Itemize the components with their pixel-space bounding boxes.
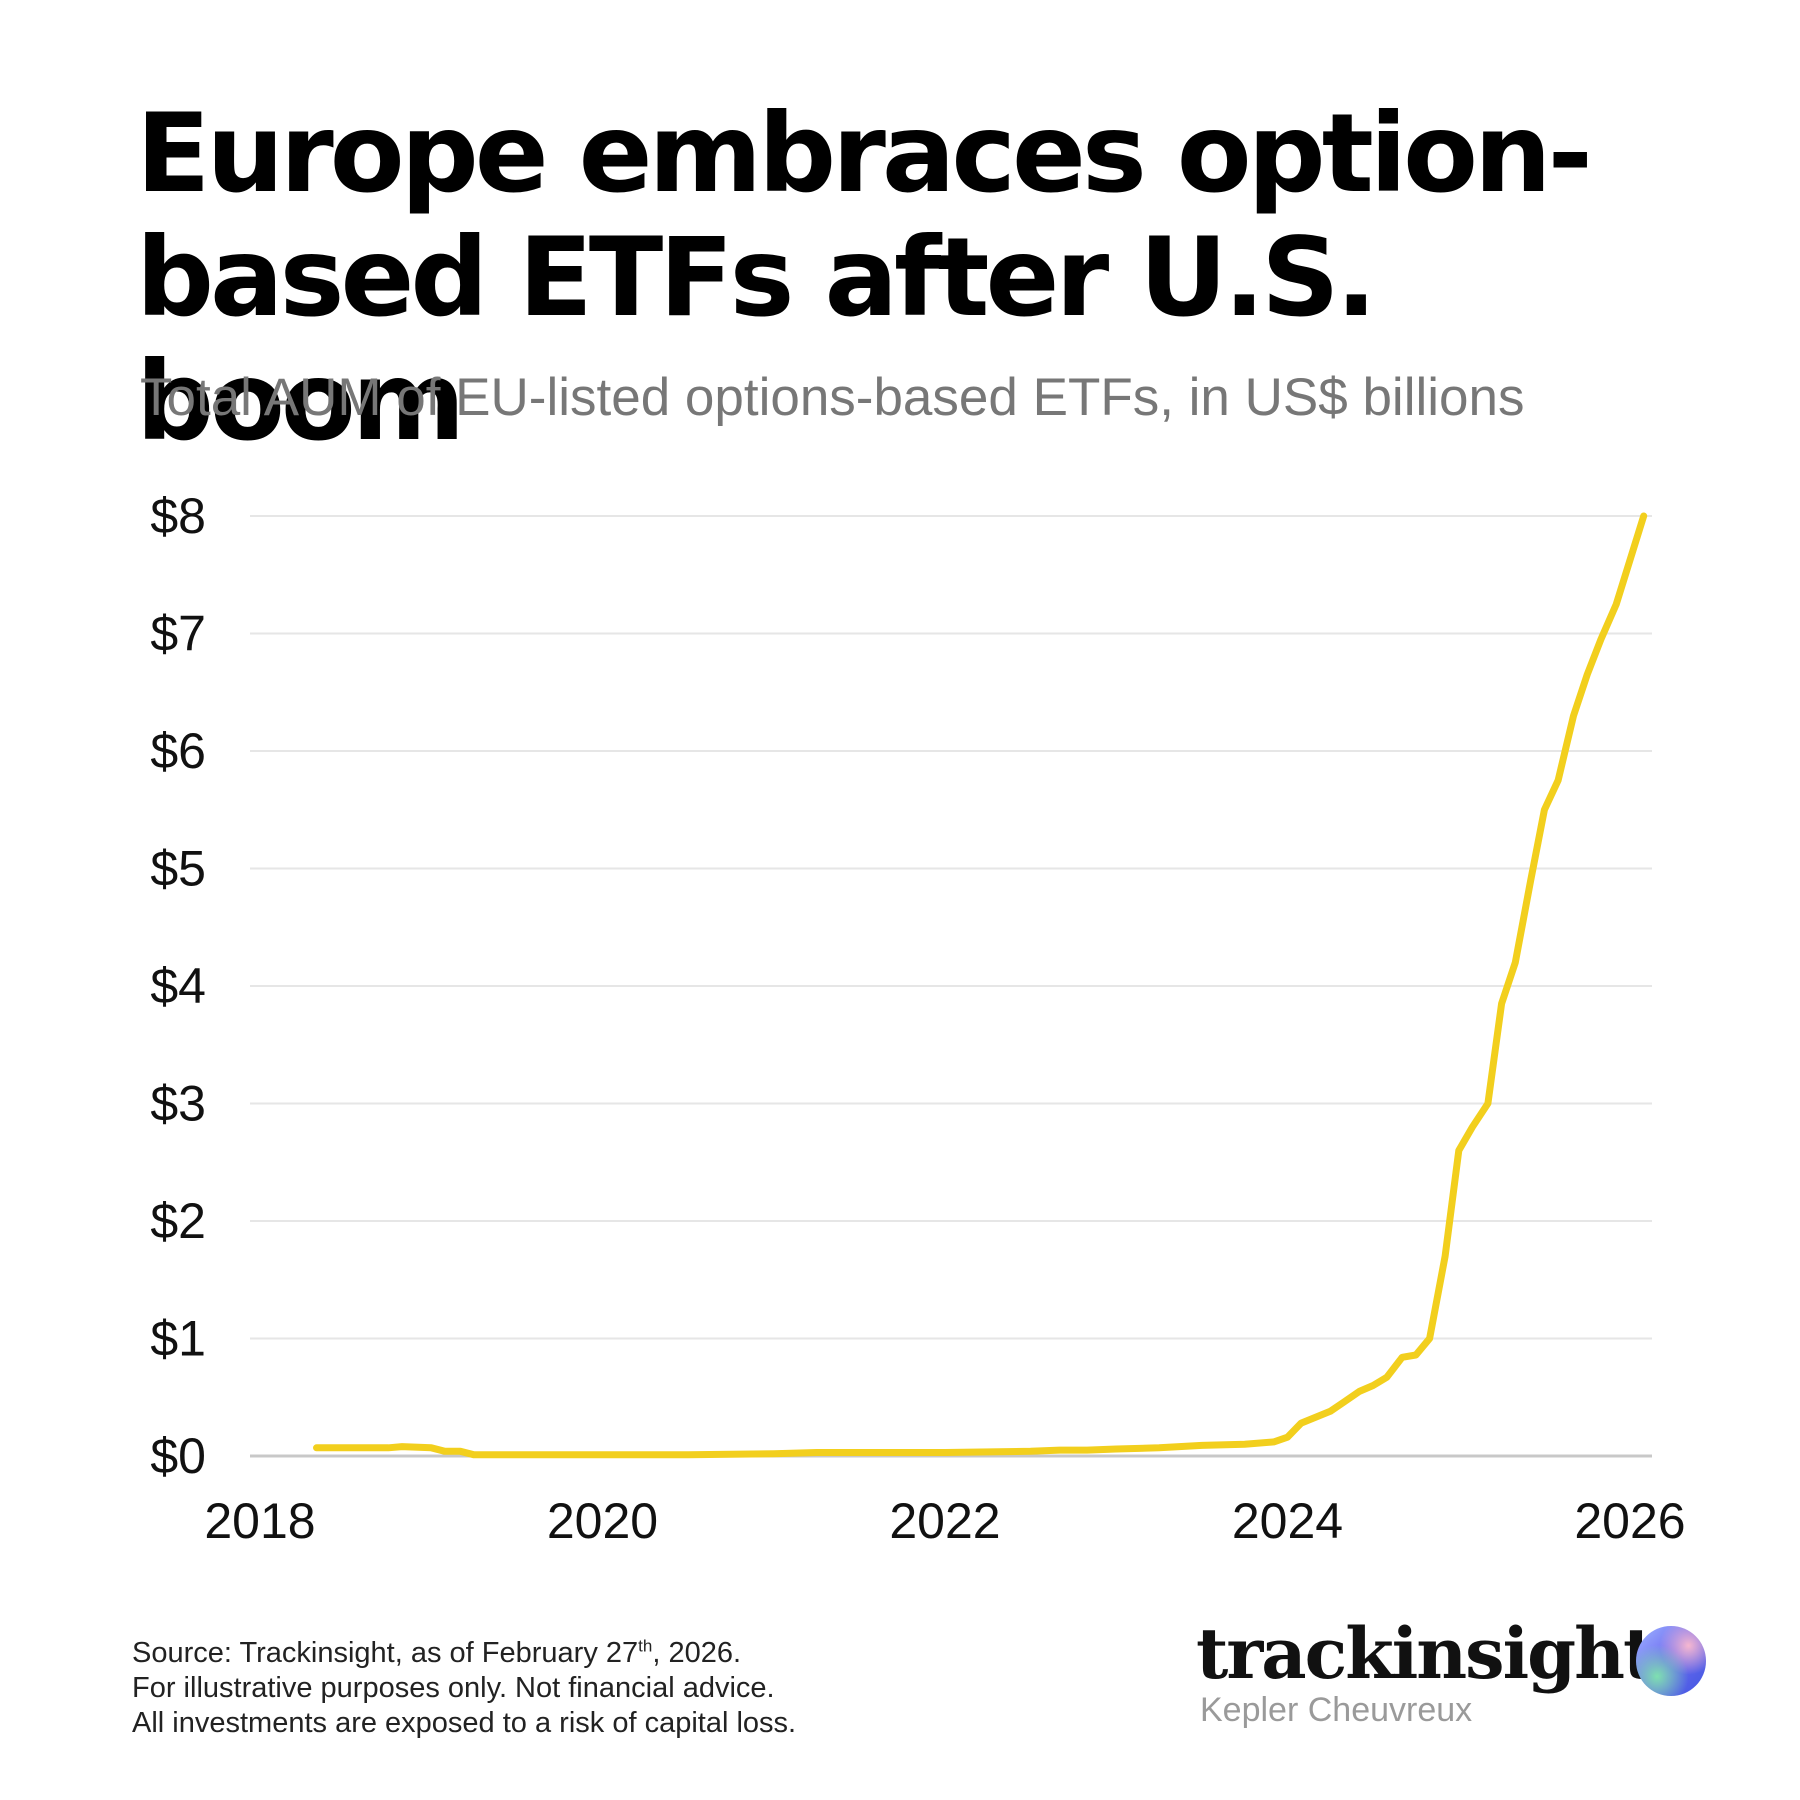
x-tick-label: 2020 xyxy=(547,1493,658,1549)
source-date-suffix: , 2026. xyxy=(652,1637,742,1669)
gradient-orb-icon xyxy=(1636,1626,1706,1696)
y-tick-label: $7 xyxy=(150,606,206,662)
disclaimer-line: For illustrative purposes only. Not fina… xyxy=(132,1672,775,1704)
x-tick-label: 2026 xyxy=(1574,1493,1685,1549)
y-tick-label: $8 xyxy=(150,488,206,544)
y-tick-label: $2 xyxy=(150,1193,206,1249)
series-lines xyxy=(313,512,1648,1459)
source-note: Source: Trackinsight, as of February 27t… xyxy=(132,1636,796,1671)
y-tick-label: $3 xyxy=(150,1076,206,1132)
y-tick-label: $1 xyxy=(150,1311,206,1367)
brand-subname: Kepler Cheuvreux xyxy=(1200,1691,1473,1729)
y-tick-label: $0 xyxy=(150,1428,206,1484)
source-superscript: th xyxy=(638,1636,653,1656)
risk-warning-line: All investments are exposed to a risk of… xyxy=(132,1707,797,1739)
source-text: Source: Trackinsight, as of February 27 xyxy=(132,1637,639,1669)
chart-subtitle: Total AUM of EU-listed options-based ETF… xyxy=(140,368,1525,427)
x-tick-label: 2018 xyxy=(204,1493,315,1549)
x-axis-tick-labels: 2018 2020 2022 2024 2026 xyxy=(204,1493,1685,1549)
footnote: Source: Trackinsight, as of February 27t… xyxy=(132,1636,796,1741)
y-tick-label: $5 xyxy=(150,841,206,897)
aum-series-line xyxy=(313,512,1648,1459)
chart-title: Europe embraces option-based ETFs after … xyxy=(136,90,1593,465)
y-tick-label: $4 xyxy=(150,958,206,1014)
gridlines xyxy=(250,515,1652,1458)
x-tick-label: 2024 xyxy=(1232,1493,1343,1549)
y-tick-label: $6 xyxy=(150,723,206,779)
brand-logo-block: trackinsight Kepler Cheuvreux xyxy=(1196,1612,1716,1732)
brand-name: trackinsight xyxy=(1196,1612,1655,1695)
y-axis-tick-labels: $0 $1 $2 $3 $4 $5 $6 $7 $8 xyxy=(150,488,206,1484)
x-tick-label: 2022 xyxy=(889,1493,1000,1549)
